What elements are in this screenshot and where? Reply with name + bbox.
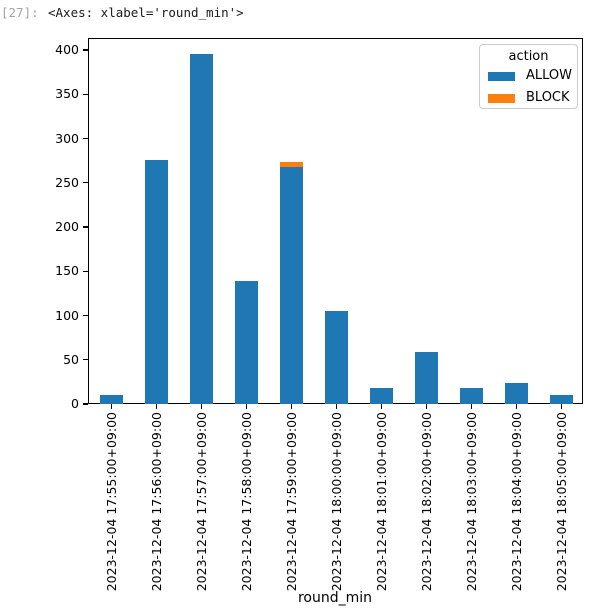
x-tick-label: 2023-12-04 17:59:00+09:00 <box>283 412 299 592</box>
y-tick-mark <box>83 359 88 361</box>
bar-segment-allow <box>325 311 349 404</box>
legend-label-allow: ALLOW <box>526 68 573 83</box>
legend-box: action ALLOW BLOCK <box>479 44 578 109</box>
x-tick-mark <box>291 404 293 409</box>
x-tick-mark <box>201 404 203 409</box>
bar-segment-allow <box>190 54 214 404</box>
y-tick-label: 400 <box>55 42 79 57</box>
output-row: [27]: <Axes: xlabel='round_min'> <box>0 4 611 22</box>
x-tick-mark <box>156 404 158 409</box>
bar-segment-allow <box>550 395 574 404</box>
y-tick-label: 350 <box>55 86 79 102</box>
bar-segment-allow <box>145 159 169 404</box>
legend-title: action <box>508 49 549 64</box>
x-tick-label: 2023-12-04 18:02:00+09:00 <box>418 412 434 592</box>
legend-label-block: BLOCK <box>526 90 570 105</box>
x-tick-mark <box>516 404 518 409</box>
y-tick-label: 200 <box>55 219 79 234</box>
x-tick-label: 2023-12-04 18:05:00+09:00 <box>553 412 569 592</box>
y-tick-label: 100 <box>55 307 79 323</box>
execution-count-prompt: [27]: <box>1 5 39 20</box>
y-tick-mark <box>83 182 88 184</box>
y-tick-mark <box>83 137 88 140</box>
y-tick-mark <box>83 314 88 317</box>
x-tick-label: 2023-12-04 17:55:00+09:00 <box>103 412 119 592</box>
x-tick-label: 2023-12-04 18:04:00+09:00 <box>508 412 524 592</box>
x-tick-mark <box>561 404 563 409</box>
bar-segment-allow <box>235 280 259 404</box>
x-tick-label: 2023-12-04 17:56:00+09:00 <box>148 412 164 592</box>
x-tick-mark <box>426 404 428 409</box>
y-tick-mark <box>83 226 88 228</box>
legend-entry-allow: ALLOW <box>486 65 573 87</box>
y-tick-mark <box>83 403 88 405</box>
x-tick-label: 2023-12-04 18:03:00+09:00 <box>463 412 479 592</box>
x-tick-label: 2023-12-04 17:57:00+09:00 <box>193 412 209 592</box>
legend-entry-block: BLOCK <box>486 87 571 109</box>
y-tick-label: 50 <box>63 351 79 367</box>
y-tick-mark <box>83 270 88 272</box>
y-tick-label: 150 <box>55 263 79 279</box>
x-tick-label: 2023-12-04 18:01:00+09:00 <box>373 412 389 592</box>
x-tick-mark <box>381 404 383 409</box>
y-tick-label: 250 <box>55 174 79 190</box>
x-tick-mark <box>471 404 473 409</box>
bar-segment-block <box>280 161 304 167</box>
y-tick-mark <box>83 49 88 51</box>
y-tick-label: 0 <box>71 396 79 411</box>
x-tick-label: 2023-12-04 18:00:00+09:00 <box>328 412 344 592</box>
bar-segment-allow <box>100 395 124 404</box>
allow-color-swatch <box>488 72 515 81</box>
y-tick-mark <box>83 93 88 95</box>
bar-segment-allow <box>280 166 304 404</box>
repr-output-text: <Axes: xlabel='round_min'> <box>48 5 244 20</box>
y-tick-label: 300 <box>55 130 79 146</box>
bar-segment-allow <box>505 382 529 404</box>
bar-segment-allow <box>415 351 439 404</box>
x-tick-mark <box>336 404 338 409</box>
bar-segment-allow <box>460 388 484 404</box>
x-tick-label: 2023-12-04 17:58:00+09:00 <box>238 412 254 592</box>
x-tick-mark <box>246 404 248 409</box>
x-tick-mark <box>111 404 113 409</box>
block-color-swatch <box>488 94 515 103</box>
bar-segment-allow <box>370 388 394 404</box>
x-axis-label: round_min <box>297 590 373 606</box>
